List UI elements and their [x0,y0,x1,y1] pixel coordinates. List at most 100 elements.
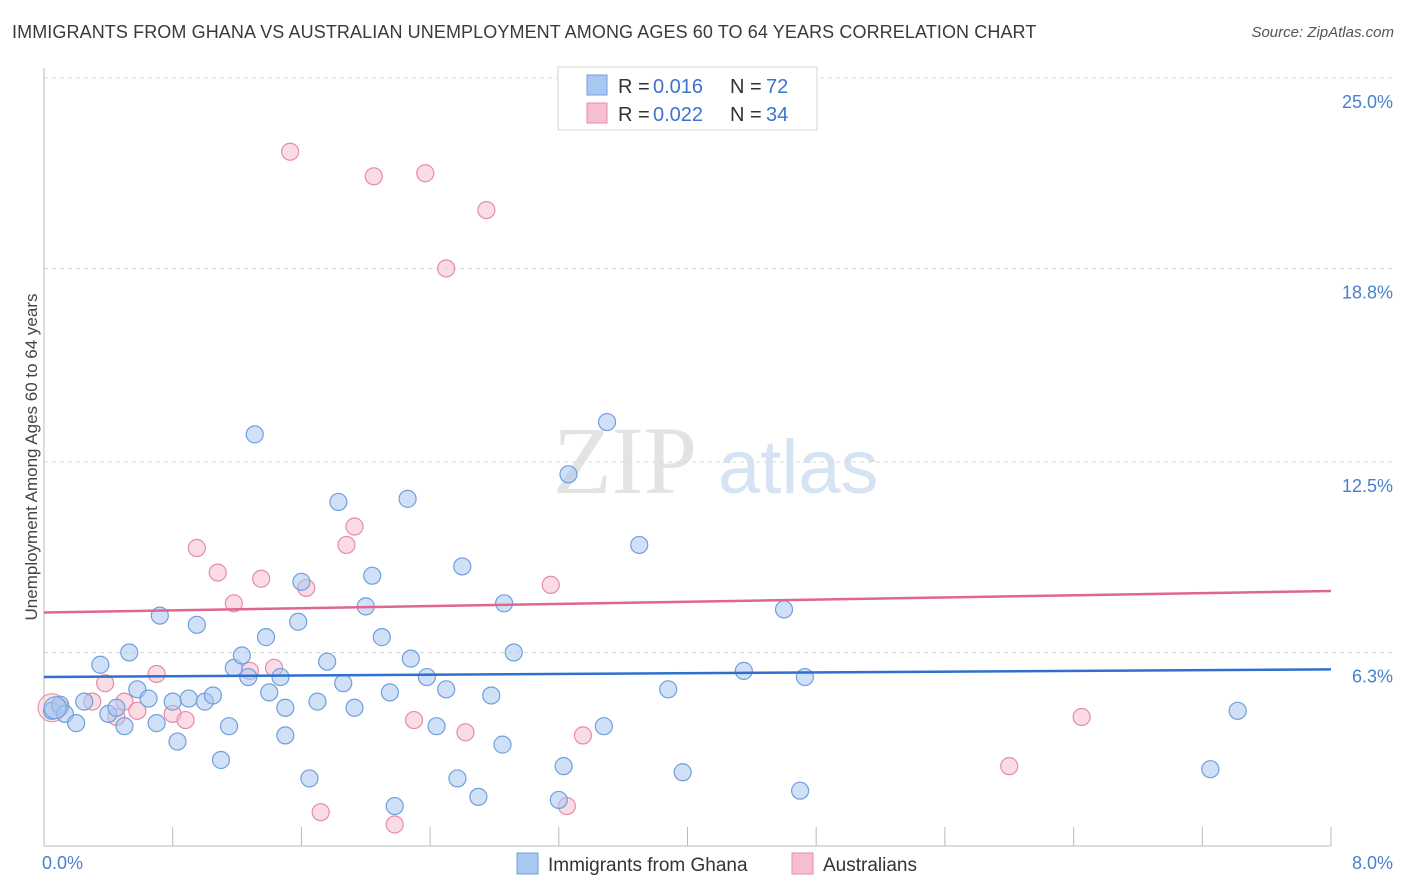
australians-point [345,517,364,536]
ghana-point [437,680,456,699]
ghana-point [427,717,446,736]
ghana-point [75,692,94,711]
y-tick-label: 18.8% [1342,282,1393,302]
australians-point [187,538,206,558]
legend-n-label-1: N = [730,76,762,98]
ghana-point [774,600,794,619]
ghana-point [203,686,223,705]
grid-lines [44,77,1392,653]
ghana-point [256,628,276,647]
ghana-point [91,655,110,674]
ghana-point [289,612,308,631]
ghana-point [318,652,337,671]
ghana-point [380,683,399,702]
ghana-point [559,465,578,484]
australians-point [1072,707,1091,727]
ghana-point [791,781,810,800]
legend-n-label-2: N = [730,104,762,126]
ghana-point [147,714,166,733]
ghana-point [276,698,295,717]
x-tick-label-max: 8.0% [1352,853,1393,873]
legend-r-label-2: R = [618,104,650,126]
ghana-point [554,757,573,776]
ghana-point [329,492,348,512]
ghana-point [168,732,187,751]
legend-swatch-blue [586,74,608,96]
ghana-point [659,680,678,699]
australians-point [208,563,227,582]
ghana-point [795,667,815,687]
australians-point [281,142,300,161]
ghana-point [398,489,417,508]
ghana-point [594,717,613,736]
australians-point [385,815,404,834]
australians-point [1000,757,1019,776]
ghana-point [163,692,182,711]
legend-n-value-2: 34 [766,104,788,126]
trend-lines [43,589,1332,679]
ghana-point [232,646,251,665]
y-tick-label: 12.5% [1342,476,1393,496]
ghana-point [363,566,382,585]
ghana-point [453,557,472,576]
legend-n-value-1: 72 [766,76,788,98]
australians-point [96,674,115,693]
australians-point [337,535,356,555]
ghana-point [630,535,649,555]
trend-line-ghana [43,668,1332,679]
bottom-legend-swatch-blue [516,852,539,875]
australians-point [416,164,435,183]
ghana-point [245,425,264,444]
australians-point [573,726,593,745]
australians-point [477,200,496,220]
ghana-point [334,674,353,693]
x-ticks [43,827,1332,846]
ghana-point [401,649,420,668]
ghana-point [385,796,404,816]
ghana-point [549,790,568,810]
ghana-point [504,643,523,662]
ghana-point [597,412,617,432]
australians-point [364,167,383,186]
chart-title: IMMIGRANTS FROM GHANA VS AUSTRALIAN UNEM… [12,22,1037,42]
ghana-point [219,717,239,736]
ghana-point [300,769,319,788]
australians-point [541,575,560,594]
ghana-point [448,769,467,788]
ghana-point [345,698,364,717]
australians-point [404,710,424,730]
ghana-point [372,628,391,647]
ghana-point [482,686,501,705]
ghana-point [211,750,231,770]
ghana-point [276,726,295,745]
bottom-legend: Immigrants from Ghana Australians [516,852,917,876]
bottom-legend-label-australians: Australians [823,855,917,876]
watermark-zip: ZIP [553,407,697,514]
australians-point [128,701,147,720]
ghana-point [67,714,86,733]
ghana-point [308,692,327,711]
legend-swatch-pink [586,102,608,124]
ghana-point [139,689,158,708]
australians-point [311,803,330,822]
ghana-point [1228,701,1247,720]
australians-point [456,723,475,742]
ghana-point [417,667,436,687]
legend-r-value-1: 0.016 [653,76,703,98]
ghana-point [469,787,488,806]
australians-point [176,710,195,730]
y-tick-label: 6.3% [1352,666,1393,686]
trend-line-australians [43,589,1332,614]
ghana-point [493,735,512,754]
ghana-point [292,572,311,591]
bottom-legend-swatch-pink [791,852,814,875]
series-immigrants-from-ghana [42,412,1247,816]
ghana-point [179,689,198,708]
ghana-point [271,667,290,687]
australians-point [437,259,456,278]
source-label: Source: ZipAtlas.com [1251,24,1394,41]
ghana-point [673,763,692,782]
ghana-point [107,698,126,717]
australians-point [252,569,271,588]
